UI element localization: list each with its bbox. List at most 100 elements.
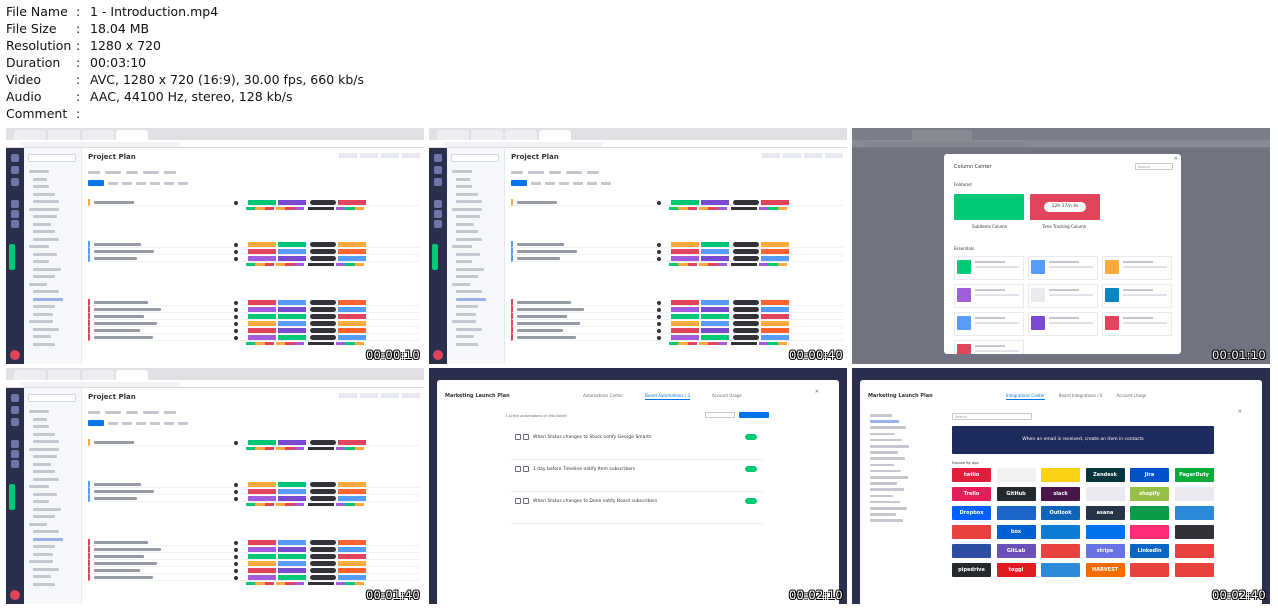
sidebar-item[interactable] [33,252,57,256]
sidebar-item[interactable] [29,447,59,451]
sidebar-item[interactable] [456,312,476,316]
timeline-cell[interactable] [733,200,759,205]
status-cell[interactable] [248,313,276,319]
app-tile[interactable]: Outlook [1041,506,1080,520]
owner-avatar[interactable] [234,440,238,445]
priority-cell[interactable] [338,299,366,305]
app-tile[interactable]: toggl [996,563,1036,577]
sidebar-item[interactable] [33,477,59,481]
recipe-toggle[interactable] [745,434,757,440]
browser-tab[interactable] [14,370,46,380]
table-row[interactable] [511,306,843,313]
column-type-card[interactable] [1102,284,1172,308]
sidebar-item[interactable] [456,237,482,241]
timeline-cell[interactable] [310,321,336,326]
priority-cell[interactable] [338,488,366,494]
table-row[interactable] [88,241,420,248]
priority-cell[interactable] [761,255,789,261]
sidebar-item[interactable] [456,200,482,203]
table-row[interactable] [88,495,420,502]
priority-cell[interactable] [761,306,789,312]
sidebar-item[interactable] [456,275,478,278]
table-row[interactable] [88,553,420,560]
timeline-cell[interactable] [733,335,759,340]
sidebar-item[interactable] [33,185,49,188]
status-cell[interactable] [248,560,276,566]
sidebar-item[interactable] [456,335,474,338]
stage-cell[interactable] [701,255,729,261]
status-cell[interactable] [248,320,276,326]
category-item[interactable] [870,438,902,442]
sidebar-item[interactable] [33,537,63,541]
view-tab[interactable] [528,171,544,174]
view-tab[interactable] [88,171,100,174]
sidebar-item[interactable] [456,252,480,256]
column-type-card[interactable] [954,312,1024,336]
app-tile[interactable] [952,525,991,539]
see-plans-tab[interactable] [9,244,15,270]
time-tracking-column-card[interactable]: 12h 17m 4s [1030,194,1100,220]
owner-avatar[interactable] [234,321,238,326]
tab-account-usage[interactable]: Account Usage [711,393,742,398]
rail-icon[interactable] [11,406,19,414]
view-tab[interactable] [143,171,159,174]
category-item[interactable] [870,476,908,479]
close-icon[interactable]: ✕ [1173,156,1178,162]
timeline-cell[interactable] [310,561,336,566]
tab-integrations-center[interactable]: Integrations Center [1006,393,1045,400]
sidebar-item[interactable] [456,230,478,233]
category-item[interactable] [870,426,906,429]
owner-avatar[interactable] [234,482,238,487]
status-cell[interactable] [248,255,276,261]
browser-tab[interactable] [116,370,148,380]
sidebar-item[interactable] [33,552,53,556]
category-item[interactable] [870,488,904,491]
owner-avatar[interactable] [657,300,661,305]
timeline-cell[interactable] [733,321,759,326]
table-row[interactable] [511,334,843,341]
avatar[interactable] [10,590,20,600]
status-cell[interactable] [671,334,699,340]
browser-tab[interactable] [505,130,537,140]
rail-icon[interactable] [11,166,19,174]
view-tab[interactable] [88,411,100,414]
toolbar-button[interactable] [587,181,597,185]
category-item[interactable] [870,414,892,417]
header-button[interactable] [339,393,357,398]
table-row[interactable] [88,560,420,567]
table-row[interactable] [511,248,843,255]
toolbar-button[interactable] [150,181,160,185]
sidebar-item[interactable] [456,297,486,301]
sidebar-item[interactable] [33,335,51,338]
browser-tab[interactable] [14,130,46,140]
priority-cell[interactable] [338,481,366,487]
priority-cell[interactable] [761,327,789,333]
rail-icon[interactable] [11,178,19,186]
priority-cell[interactable] [761,299,789,305]
toolbar-button[interactable] [136,421,146,425]
sidebar-item[interactable] [33,515,55,518]
toolbar-button[interactable] [559,181,569,185]
category-item[interactable] [870,420,899,423]
table-row[interactable] [511,241,843,248]
workspace-selector[interactable] [451,154,499,162]
table-row[interactable] [511,299,843,306]
sidebar-item[interactable] [452,245,472,248]
status-cell[interactable] [671,199,699,205]
priority-cell[interactable] [338,199,366,205]
sidebar-item[interactable] [33,575,51,578]
owner-avatar[interactable] [657,328,661,333]
avatar[interactable] [433,350,443,360]
priority-cell[interactable] [338,248,366,254]
app-tile[interactable]: Jira [1130,468,1169,482]
timeline-cell[interactable] [310,335,336,340]
sidebar-item[interactable] [33,492,57,496]
sidebar-item[interactable] [33,432,55,436]
timeline-cell[interactable] [310,547,336,552]
timeline-cell[interactable] [733,328,759,333]
priority-cell[interactable] [338,546,366,552]
table-row[interactable] [511,199,843,206]
status-cell[interactable] [248,241,276,247]
table-row[interactable] [511,320,843,327]
toolbar-button[interactable] [150,421,160,425]
